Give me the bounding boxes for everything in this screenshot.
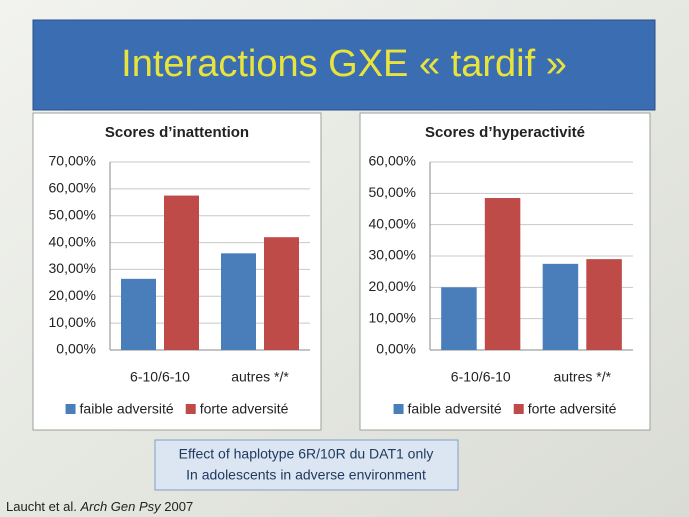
legend-swatch (185, 404, 196, 414)
title-bar (32, 19, 656, 111)
note-line: Effect of haplotype 6R/10R du DAT1 only (179, 446, 434, 462)
bar (164, 195, 199, 350)
y-tick-label: 20,00% (49, 287, 96, 303)
y-tick-label: 20,00% (369, 278, 416, 294)
legend-label: faible adversité (408, 401, 502, 417)
legend-swatch (393, 404, 404, 414)
legend-label: forte adversité (200, 401, 289, 417)
bar (542, 263, 579, 350)
chart-title: Scores d’hyperactivité (425, 124, 585, 141)
y-tick-label: 10,00% (369, 309, 416, 325)
bar (586, 259, 622, 350)
y-tick-label: 50,00% (49, 206, 96, 222)
y-tick-label: 40,00% (49, 233, 96, 249)
y-tick-label: 0,00% (56, 341, 96, 357)
chart-title: Scores d’inattention (105, 124, 249, 141)
legend-swatch (65, 404, 76, 414)
bar (484, 198, 521, 350)
y-tick-label: 40,00% (369, 215, 416, 231)
bar (264, 237, 299, 350)
x-tick-label: 6-10/6-10 (451, 369, 511, 385)
y-tick-label: 60,00% (369, 153, 416, 169)
y-tick-label: 30,00% (49, 260, 96, 276)
y-tick-label: 50,00% (369, 184, 416, 200)
x-tick-label: autres */* (553, 369, 611, 385)
y-tick-label: 30,00% (369, 247, 416, 263)
y-tick-label: 10,00% (49, 314, 96, 330)
y-tick-label: 0,00% (376, 341, 416, 357)
bar (121, 278, 156, 350)
citation-year: 2007 (164, 499, 193, 514)
citation-authors: Laucht et al. (6, 499, 77, 514)
note-line: In adolescents in adverse environment (186, 467, 426, 483)
bar (221, 253, 256, 350)
legend-label: forte adversité (528, 401, 617, 417)
note-box (154, 439, 459, 491)
bar (441, 287, 477, 350)
citation: Laucht et al. Arch Gen Psy 2007 (6, 499, 193, 514)
legend-swatch (513, 404, 524, 414)
citation-journal: Arch Gen Psy (79, 499, 162, 514)
slide-title: Interactions GXE « tardif » (121, 43, 567, 85)
x-tick-label: 6-10/6-10 (130, 369, 190, 385)
y-tick-label: 60,00% (49, 180, 96, 196)
x-tick-label: autres */* (231, 369, 289, 385)
legend-label: faible adversité (80, 401, 174, 417)
y-tick-label: 70,00% (49, 153, 96, 169)
